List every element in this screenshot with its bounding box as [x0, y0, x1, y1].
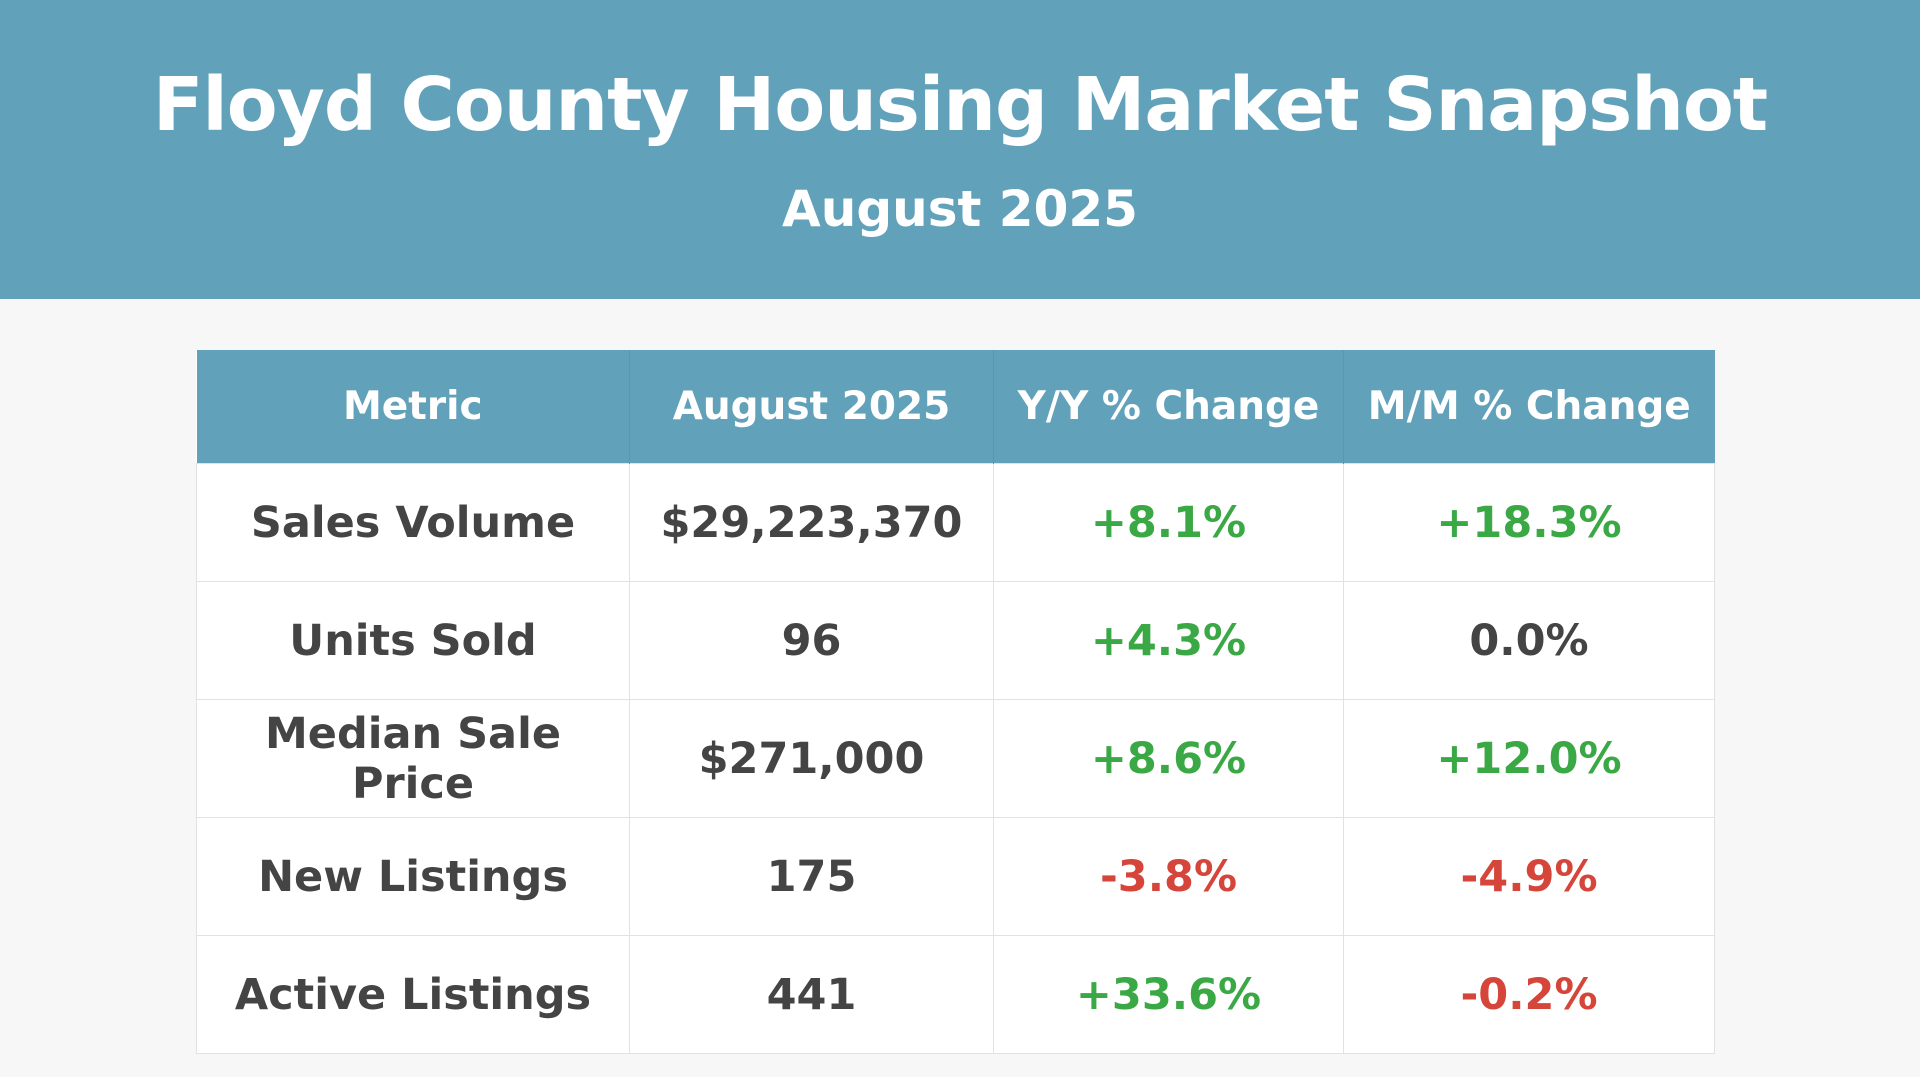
column-header-yy: Y/Y % Change	[993, 350, 1344, 464]
column-header-mm: M/M % Change	[1343, 350, 1715, 464]
table-row: Active Listings 441 +33.6% -0.2%	[196, 935, 1715, 1054]
metric-cell: Units Sold	[196, 581, 630, 700]
mm-change-cell: 0.0%	[1343, 581, 1715, 700]
page-subtitle: August 2025	[782, 180, 1138, 238]
market-table: Metric August 2025 Y/Y % Change M/M % Ch…	[196, 350, 1715, 1054]
page-title: Floyd County Housing Market Snapshot	[152, 62, 1768, 148]
mm-change-cell: -4.9%	[1343, 817, 1715, 936]
yy-change-cell: +4.3%	[993, 581, 1344, 700]
yy-change-cell: -3.8%	[993, 817, 1344, 936]
value-cell: 175	[629, 817, 994, 936]
column-header-value: August 2025	[629, 350, 994, 464]
column-header-metric: Metric	[196, 350, 630, 464]
value-cell: $271,000	[629, 699, 994, 818]
metric-cell: New Listings	[196, 817, 630, 936]
value-cell: 441	[629, 935, 994, 1054]
value-cell: $29,223,370	[629, 463, 994, 582]
metric-cell: Active Listings	[196, 935, 630, 1054]
yy-change-cell: +8.1%	[993, 463, 1344, 582]
yy-change-cell: +33.6%	[993, 935, 1344, 1054]
yy-change-cell: +8.6%	[993, 699, 1344, 818]
mm-change-cell: -0.2%	[1343, 935, 1715, 1054]
header-banner: Floyd County Housing Market Snapshot Aug…	[0, 0, 1920, 299]
metric-cell: Median Sale Price	[196, 699, 630, 818]
metric-cell: Sales Volume	[196, 463, 630, 582]
table-row: New Listings 175 -3.8% -4.9%	[196, 817, 1715, 936]
table-row: Sales Volume $29,223,370 +8.1% +18.3%	[196, 463, 1715, 582]
table-row: Units Sold 96 +4.3% 0.0%	[196, 581, 1715, 700]
table-header-row: Metric August 2025 Y/Y % Change M/M % Ch…	[196, 350, 1715, 464]
mm-change-cell: +18.3%	[1343, 463, 1715, 582]
value-cell: 96	[629, 581, 994, 700]
table-row: Median Sale Price $271,000 +8.6% +12.0%	[196, 699, 1715, 818]
mm-change-cell: +12.0%	[1343, 699, 1715, 818]
